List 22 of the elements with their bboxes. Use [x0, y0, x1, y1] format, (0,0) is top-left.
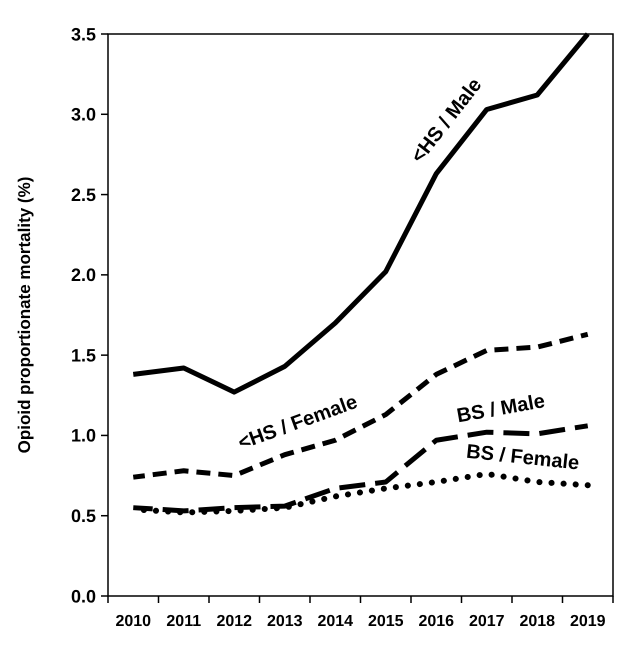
- x-tick-label: 2014: [317, 613, 354, 630]
- x-tick-label: 2017: [468, 613, 505, 630]
- y-tick-label: 2.0: [70, 265, 96, 286]
- x-tick-label: 2012: [216, 613, 252, 630]
- y-tick-label: 3.5: [70, 24, 96, 44]
- x-tick-label: 2015: [368, 613, 404, 630]
- text: <HS / Female: [235, 391, 360, 454]
- y-tick-label: 1.5: [70, 345, 96, 366]
- y-tick-label: 0.5: [70, 506, 96, 526]
- x-tick-label: 2018: [519, 613, 556, 630]
- x-tick-label: 2011: [166, 613, 202, 630]
- text: BS / Female: [465, 440, 580, 474]
- x-tick-label: 2016: [418, 613, 454, 630]
- y-tick-label: 2.5: [70, 184, 96, 205]
- y-tick-label: 0.0: [70, 586, 96, 606]
- x-tick-label: 2013: [266, 613, 303, 630]
- text: BS / Male: [455, 390, 547, 428]
- y-tick-label: 1.0: [70, 426, 96, 446]
- y-axis-title: Opioid proportionate mortality (%): [15, 176, 34, 454]
- x-tick-label: 2019: [570, 613, 606, 630]
- x-tick-label: 2010: [115, 613, 152, 630]
- y-tick-label: 3.0: [70, 104, 96, 125]
